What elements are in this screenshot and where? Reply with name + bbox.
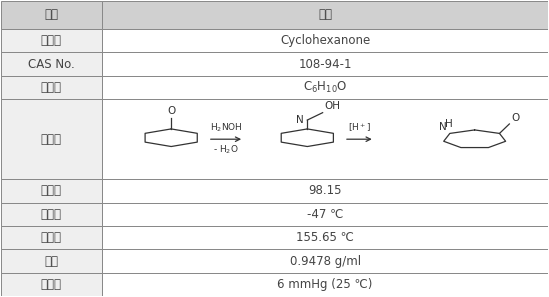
Bar	[1, 226, 102, 249]
Bar	[102, 1, 548, 29]
Text: N: N	[439, 122, 446, 132]
Text: 항목: 항목	[44, 8, 58, 21]
Text: 0.9478 g/ml: 0.9478 g/ml	[289, 255, 361, 268]
Bar	[102, 29, 548, 52]
Bar	[102, 203, 548, 226]
Bar	[1, 99, 102, 179]
Text: H$_2$NOH: H$_2$NOH	[210, 122, 242, 134]
Text: O: O	[511, 113, 519, 123]
Text: 증기압: 증기압	[41, 278, 62, 291]
Text: 6 mmHg (25 ℃): 6 mmHg (25 ℃)	[277, 278, 373, 291]
Text: [H$^+$]: [H$^+$]	[348, 122, 371, 135]
Text: 물질명: 물질명	[41, 34, 62, 47]
Bar	[1, 29, 102, 52]
Bar	[102, 76, 548, 99]
Text: $\mathsf{C_6H_{10}O}$: $\mathsf{C_6H_{10}O}$	[303, 80, 348, 95]
Text: N: N	[296, 115, 304, 125]
Bar	[102, 99, 548, 179]
Bar	[102, 52, 548, 76]
Text: 구조식: 구조식	[41, 133, 62, 146]
Bar	[1, 76, 102, 99]
Text: - H$_2$O: - H$_2$O	[213, 144, 239, 156]
Text: 화학식: 화학식	[41, 81, 62, 94]
Text: CAS No.: CAS No.	[28, 58, 75, 70]
Text: 녹는점: 녹는점	[41, 208, 62, 221]
Text: 155.65 ℃: 155.65 ℃	[296, 231, 354, 244]
Text: O: O	[167, 106, 175, 116]
Text: H: H	[445, 119, 453, 129]
Bar	[1, 1, 102, 29]
Bar	[102, 249, 548, 273]
Bar	[102, 226, 548, 249]
Text: 분자량: 분자량	[41, 184, 62, 198]
Bar	[1, 179, 102, 203]
Text: Cyclohexanone: Cyclohexanone	[280, 34, 370, 47]
Bar	[102, 179, 548, 203]
Text: 내용: 내용	[318, 8, 332, 21]
Text: OH: OH	[324, 102, 340, 111]
Bar	[1, 273, 102, 296]
Text: 108-94-1: 108-94-1	[299, 58, 352, 70]
Bar	[1, 203, 102, 226]
Text: 끓는점: 끓는점	[41, 231, 62, 244]
Text: -47 ℃: -47 ℃	[307, 208, 343, 221]
Text: 98.15: 98.15	[309, 184, 342, 198]
Bar	[1, 249, 102, 273]
Text: 밀도: 밀도	[44, 255, 58, 268]
Bar	[102, 273, 548, 296]
Bar	[1, 52, 102, 76]
